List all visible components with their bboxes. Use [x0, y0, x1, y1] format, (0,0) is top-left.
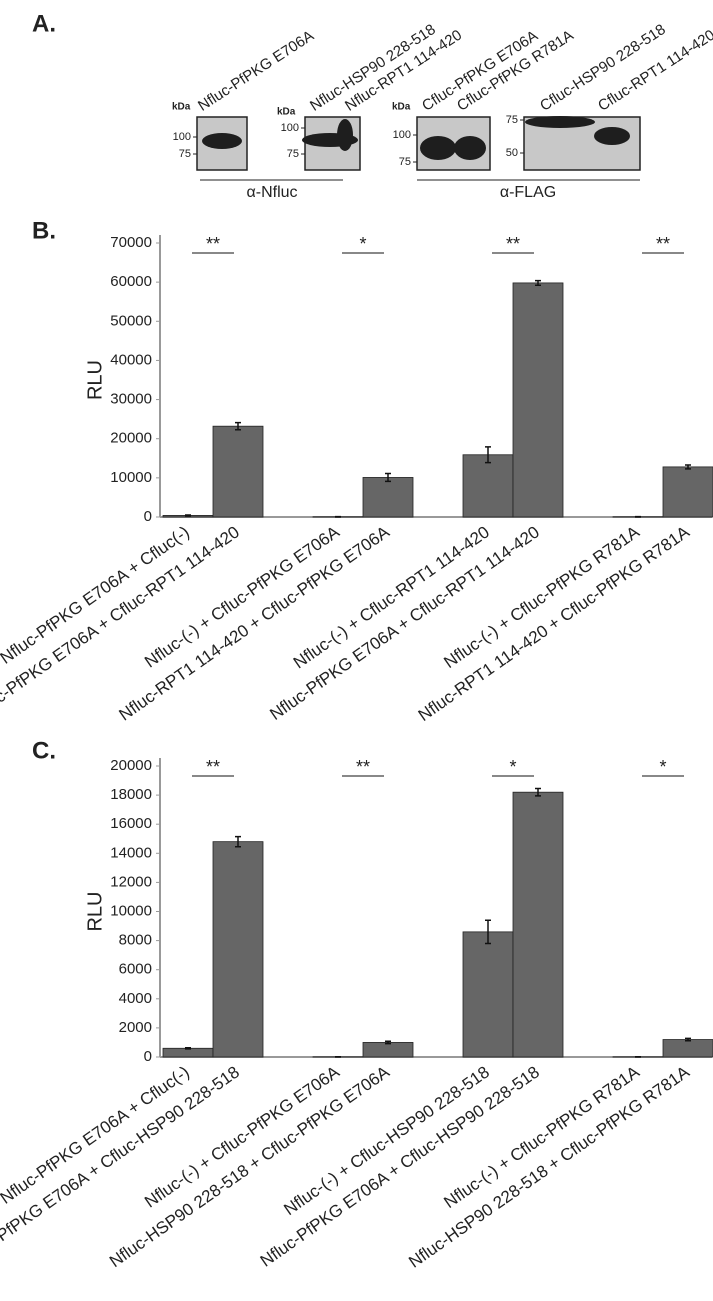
kda-label: kDa: [172, 102, 191, 113]
significance-label: **: [356, 757, 370, 777]
bar: [462, 454, 514, 518]
error-bar: [235, 421, 241, 431]
bar: [662, 1039, 713, 1058]
panel-label: B.: [32, 217, 56, 244]
y-tick-label: 0: [144, 1048, 152, 1065]
error-bar: [685, 1037, 691, 1042]
marker-label: 75: [287, 148, 299, 160]
bar: [512, 282, 564, 518]
error-bar: [535, 787, 541, 797]
significance-label: **: [206, 757, 220, 777]
bar: [212, 425, 264, 518]
marker-label: 75: [506, 114, 518, 126]
bar: [662, 466, 713, 518]
bar: [512, 791, 564, 1058]
y-tick-label: 30000: [110, 391, 152, 408]
y-tick-label: 40000: [110, 351, 152, 368]
error-bar: [385, 1040, 391, 1045]
marker-label: 50: [506, 147, 518, 159]
antibody-label: α-Nfluc: [246, 184, 297, 201]
y-tick-label: 2000: [119, 1019, 152, 1036]
y-tick-label: 10000: [110, 469, 152, 486]
y-tick-label: 20000: [110, 430, 152, 447]
kda-label: kDa: [277, 107, 296, 118]
panel-label: A.: [32, 10, 56, 37]
y-tick-label: 20000: [110, 757, 152, 774]
y-tick-label: 6000: [119, 961, 152, 978]
bar: [462, 931, 514, 1058]
error-bar: [485, 919, 491, 945]
marker-label: 75: [179, 148, 191, 160]
blot-band: [420, 136, 456, 160]
blot-band: [594, 127, 630, 145]
significance-label: **: [506, 234, 520, 254]
y-tick-label: 10000: [110, 902, 152, 919]
marker-label: 100: [173, 131, 191, 143]
y-axis-label: RLU: [84, 360, 106, 400]
y-tick-label: 14000: [110, 844, 152, 861]
antibody-label: α-FLAG: [500, 184, 556, 201]
y-tick-label: 4000: [119, 990, 152, 1007]
y-tick-label: 8000: [119, 932, 152, 949]
y-tick-label: 18000: [110, 786, 152, 803]
significance-label: *: [659, 757, 666, 777]
y-axis-label: RLU: [84, 891, 106, 931]
error-bar: [685, 464, 691, 470]
error-bar: [185, 514, 191, 517]
blot-band: [454, 136, 486, 160]
error-bar: [535, 279, 541, 287]
significance-label: **: [206, 234, 220, 254]
y-tick-label: 16000: [110, 815, 152, 832]
bar: [362, 477, 414, 518]
panel-label: C.: [32, 737, 56, 764]
y-tick-label: 60000: [110, 273, 152, 290]
blot-band: [525, 116, 595, 128]
marker-label: 100: [281, 122, 299, 134]
y-tick-label: 12000: [110, 873, 152, 890]
y-tick-label: 0: [144, 508, 152, 525]
blot-band: [202, 133, 242, 149]
marker-label: 100: [393, 129, 411, 141]
y-tick-label: 50000: [110, 312, 152, 329]
error-bar: [185, 1046, 191, 1050]
significance-label: **: [656, 234, 670, 254]
y-tick-label: 70000: [110, 234, 152, 251]
kda-label: kDa: [392, 102, 411, 113]
error-bar: [385, 472, 391, 483]
bar: [362, 1042, 414, 1058]
significance-label: *: [359, 234, 366, 254]
blot-band: [337, 119, 353, 151]
significance-label: *: [509, 757, 516, 777]
marker-label: 75: [399, 156, 411, 168]
error-bar: [485, 446, 491, 464]
lane-label: Nfluc-PfPKG E706A: [195, 27, 317, 114]
bar: [212, 841, 264, 1058]
error-bar: [235, 835, 241, 848]
